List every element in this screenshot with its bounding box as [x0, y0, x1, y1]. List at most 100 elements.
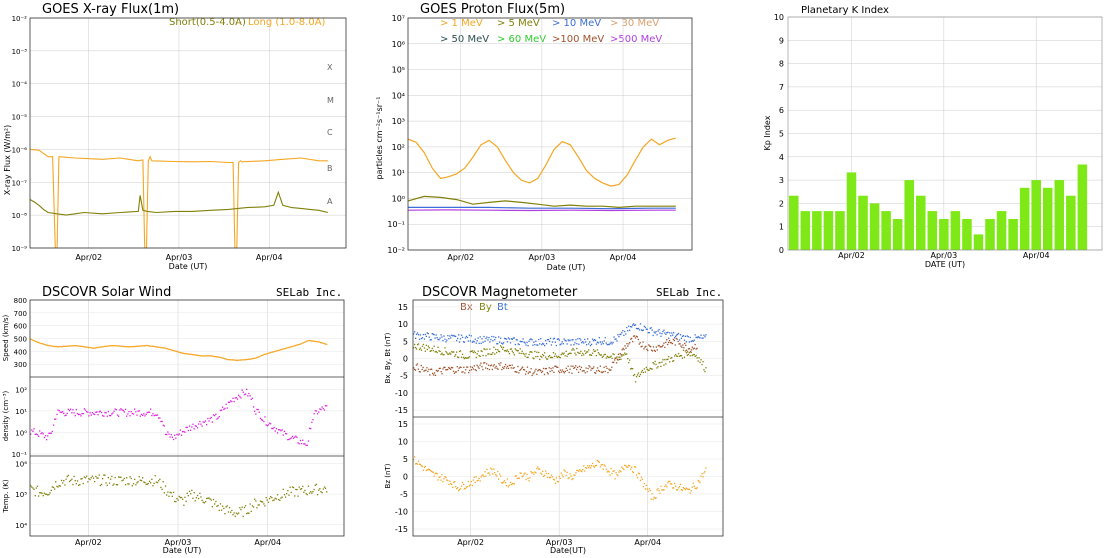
data-point — [634, 381, 637, 383]
data-point — [617, 474, 619, 477]
data-point — [438, 350, 440, 352]
y-tick-label: 10⁻⁴ — [12, 81, 28, 89]
data-point — [161, 347, 163, 349]
data-point — [646, 348, 648, 350]
data-point — [673, 332, 675, 334]
data-point — [632, 323, 635, 325]
data-point — [456, 488, 458, 490]
data-point — [178, 351, 180, 353]
data-point — [30, 338, 32, 340]
data-point — [559, 371, 561, 374]
data-point — [699, 361, 701, 363]
data-point — [693, 485, 695, 487]
data-point — [527, 345, 529, 347]
data-point — [463, 341, 466, 343]
data-point — [499, 473, 501, 475]
data-point — [522, 475, 524, 477]
data-point — [692, 348, 694, 350]
data-point — [318, 341, 320, 343]
data-point — [671, 332, 673, 334]
data-point — [624, 330, 626, 333]
data-point — [506, 349, 509, 351]
data-point — [647, 369, 649, 371]
data-point — [626, 343, 628, 345]
data-point — [268, 352, 271, 354]
data-point — [442, 340, 444, 342]
data-point — [446, 339, 448, 341]
data-point — [608, 356, 610, 358]
data-point — [68, 409, 71, 412]
data-point — [194, 354, 196, 356]
data-point — [431, 368, 433, 370]
data-point — [573, 474, 575, 476]
data-point — [312, 419, 314, 421]
data-point — [304, 489, 306, 492]
data-point — [319, 341, 321, 343]
data-point — [676, 489, 679, 491]
data-point — [697, 480, 699, 482]
data-point — [516, 477, 518, 480]
data-point — [163, 425, 165, 427]
data-point — [459, 350, 462, 352]
data-point — [451, 334, 453, 336]
data-point — [108, 345, 111, 347]
data-point — [135, 411, 137, 413]
data-point — [172, 438, 175, 441]
data-point — [56, 346, 58, 348]
y-tick-label: 10⁻⁵ — [12, 114, 28, 122]
data-point — [34, 433, 36, 435]
data-point — [565, 350, 567, 352]
data-point — [289, 486, 291, 488]
data-point — [645, 366, 647, 369]
data-point — [437, 338, 439, 341]
data-point — [72, 483, 74, 486]
data-point — [484, 362, 486, 364]
data-point — [184, 353, 186, 355]
data-point — [689, 492, 691, 494]
data-point — [665, 484, 667, 486]
data-point — [618, 336, 620, 338]
data-point — [632, 374, 635, 377]
data-point — [111, 345, 113, 347]
data-point — [610, 369, 612, 371]
data-point — [266, 353, 268, 355]
data-point — [479, 336, 481, 338]
data-point — [105, 345, 107, 347]
data-point — [599, 365, 601, 367]
data-point — [42, 495, 44, 497]
data-point — [546, 358, 549, 360]
data-point — [619, 356, 621, 358]
legend: > 1 MeV > 5 MeV > 10 MeV > 30 MeV > 50 M… — [440, 18, 662, 45]
data-point — [184, 496, 186, 498]
data-point — [320, 408, 322, 411]
series-points — [30, 474, 328, 518]
data-point — [595, 355, 598, 357]
data-point — [697, 360, 699, 362]
data-point — [439, 350, 441, 352]
data-point — [257, 504, 259, 506]
data-point — [280, 349, 282, 351]
data-point — [298, 443, 300, 445]
data-point — [150, 408, 152, 410]
data-point — [578, 365, 581, 367]
data-point — [86, 475, 88, 477]
data-point — [649, 367, 651, 369]
data-point — [486, 468, 488, 471]
data-point — [271, 351, 273, 353]
data-point — [131, 485, 133, 487]
data-point — [297, 442, 299, 444]
data-point — [308, 492, 311, 494]
data-point — [129, 415, 131, 417]
data-point — [187, 429, 189, 432]
data-point — [641, 478, 643, 480]
data-point — [129, 476, 131, 478]
data-point — [65, 414, 67, 416]
data-point — [191, 426, 193, 428]
data-point — [434, 337, 436, 339]
data-point — [579, 368, 582, 371]
data-point — [591, 338, 594, 340]
legend-item: > 10 MeV — [552, 18, 601, 29]
data-point — [471, 484, 473, 487]
x-tick-label: Apr/03 — [930, 251, 957, 260]
data-point — [440, 353, 442, 356]
